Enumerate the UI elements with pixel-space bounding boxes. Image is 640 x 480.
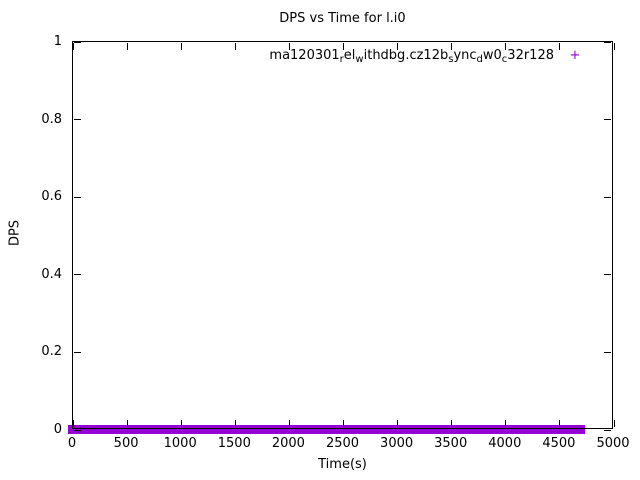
- x-tick-mark: [72, 43, 74, 50]
- x-tick-label: 4000: [488, 436, 522, 451]
- x-tick-label: 500: [113, 436, 139, 451]
- x-tick-mark: [288, 43, 290, 50]
- y-tick-mark: [604, 429, 611, 431]
- x-tick-mark: [505, 43, 507, 50]
- legend-label-text: 32r128: [507, 48, 554, 63]
- y-tick-label: 0.4: [41, 266, 62, 282]
- x-tick-mark: [451, 420, 453, 427]
- y-axis-title: DPS: [7, 219, 23, 247]
- legend-label-subscript: r: [339, 54, 344, 65]
- legend-label-subscript: c: [501, 54, 508, 65]
- y-tick-label: 0.6: [41, 189, 62, 205]
- legend-label-text: ithdbg.cz12b: [363, 48, 449, 63]
- legend-label-text: ma120301: [269, 48, 340, 63]
- x-tick-mark: [288, 420, 290, 427]
- x-tick-label: 3500: [434, 436, 468, 451]
- x-tick-label: 2000: [271, 436, 305, 451]
- x-tick-mark: [559, 420, 561, 427]
- x-axis-title: Time(s): [318, 457, 367, 472]
- plot-area: ma120301relwithdbg.cz12bsyncdw0c32r128 +: [72, 41, 615, 431]
- plus-marker-icon: +: [569, 48, 581, 63]
- x-tick-mark: [180, 43, 182, 50]
- y-tick-mark: [74, 119, 81, 121]
- x-tick-mark: [234, 420, 236, 427]
- x-tick-label: 2500: [325, 436, 360, 451]
- y-tick-mark: [604, 196, 611, 198]
- x-tick-mark: [72, 420, 74, 427]
- y-tick-mark: [74, 41, 81, 43]
- x-tick-label: 0: [67, 436, 77, 451]
- x-tick-label: 1500: [217, 436, 251, 451]
- legend-label-text: ync: [453, 48, 477, 63]
- x-tick-mark: [343, 420, 344, 427]
- y-tick-mark: [604, 274, 611, 276]
- x-tick-label: 5000: [596, 436, 630, 451]
- x-tick-mark: [126, 420, 128, 427]
- y-tick-label: 0.2: [41, 344, 62, 360]
- x-tick-label: 1000: [163, 436, 197, 451]
- y-tick-mark: [74, 351, 81, 353]
- x-tick-label: 4500: [542, 436, 576, 451]
- x-tick-mark: [234, 43, 236, 50]
- y-tick-mark: [74, 274, 81, 276]
- y-tick-mark: [604, 351, 611, 353]
- x-tick-mark: [559, 43, 561, 50]
- y-tick-mark: [604, 119, 611, 121]
- y-tick-mark: [74, 429, 81, 431]
- x-tick-mark: [451, 43, 453, 50]
- chart-title: DPS vs Time for l.i0: [279, 11, 406, 26]
- x-tick-label: 3000: [380, 436, 414, 451]
- x-tick-mark: [126, 43, 128, 50]
- x-tick-mark: [505, 420, 507, 427]
- legend-label-text: w0: [482, 48, 502, 63]
- y-tick-mark: [604, 41, 611, 43]
- legend-label-subscript: s: [448, 54, 454, 65]
- x-tick-mark: [180, 420, 182, 427]
- x-tick-mark: [397, 43, 399, 50]
- x-tick-mark: [613, 43, 615, 50]
- y-tick-mark: [74, 196, 81, 198]
- data-series-band: [67, 424, 586, 434]
- y-tick-label: 0.8: [41, 111, 62, 127]
- legend-label: ma120301relwithdbg.cz12bsyncdw0c32r128: [269, 48, 554, 65]
- y-tick-label: 0: [53, 422, 62, 437]
- legend-label-subscript: d: [476, 54, 483, 65]
- x-tick-mark: [613, 420, 615, 427]
- y-tick-label: 1: [53, 34, 62, 49]
- legend-label-subscript: w: [355, 54, 364, 65]
- x-tick-mark: [343, 43, 344, 50]
- legend-label-text: el: [343, 48, 356, 63]
- x-tick-mark: [397, 420, 399, 427]
